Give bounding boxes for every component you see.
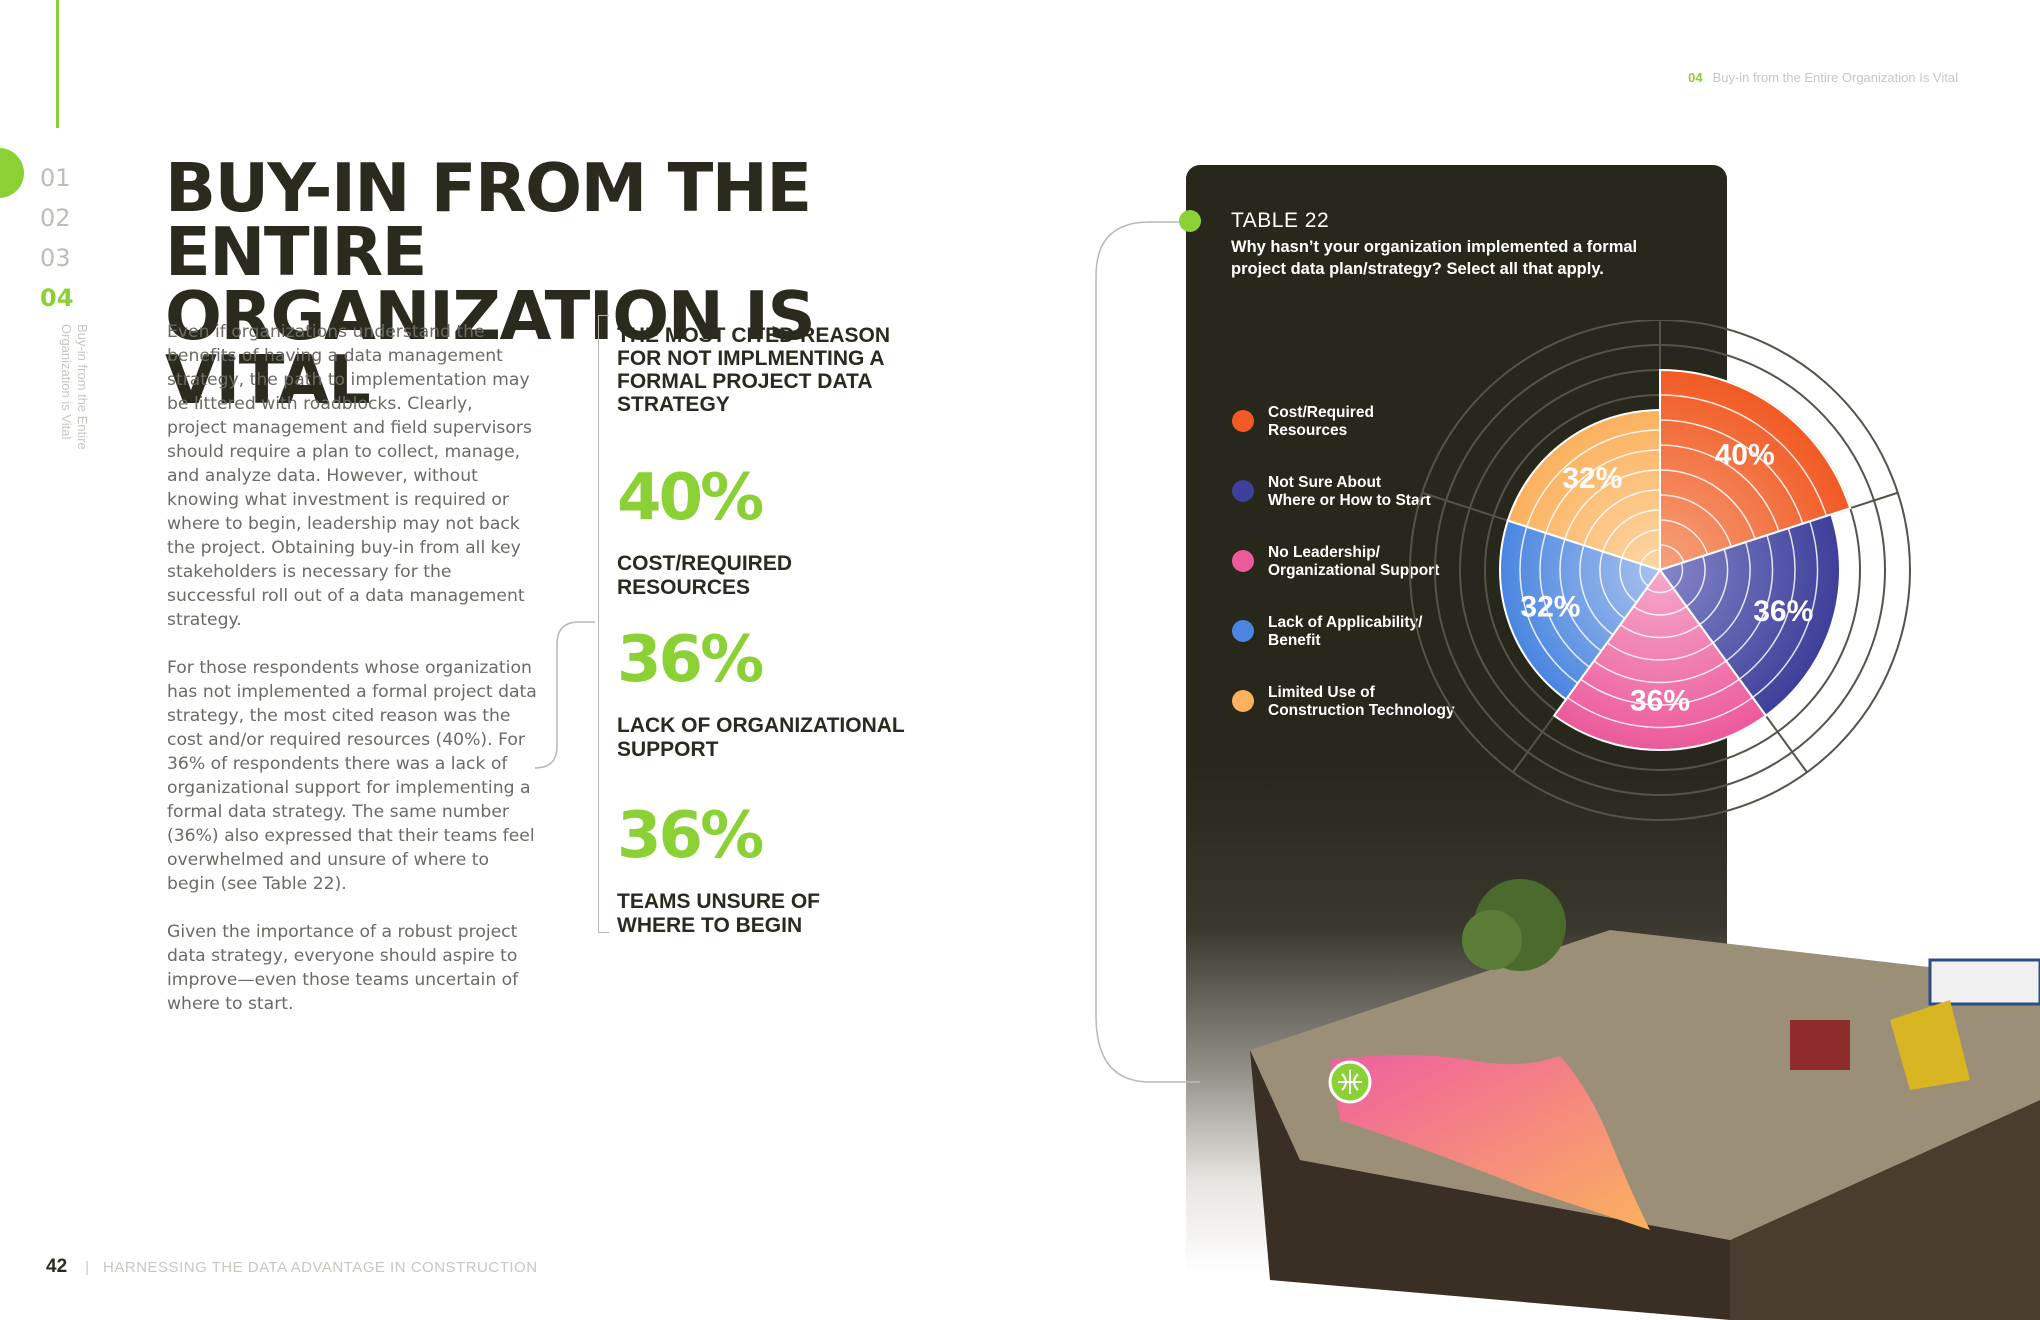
slice-data-label: 40% bbox=[1715, 439, 1775, 472]
table-label: TABLE 22 bbox=[1231, 209, 1330, 232]
slice-ring bbox=[1659, 419, 1804, 524]
legend-swatch bbox=[1232, 410, 1254, 432]
chart-slice bbox=[1506, 408, 1661, 572]
stat-label: COST/REQUIRED RESOURCES bbox=[617, 552, 793, 599]
table-header: TABLE 22 Why hasn’t your organization im… bbox=[1231, 208, 1691, 280]
nav-item-04[interactable]: 04 bbox=[40, 284, 74, 312]
slice-ring bbox=[1659, 444, 1780, 532]
slice-ring bbox=[1712, 541, 1751, 644]
slice-ring bbox=[1621, 529, 1661, 558]
slice-ring bbox=[1579, 545, 1614, 636]
slice-ring bbox=[1593, 660, 1727, 684]
page-title-line-1: BUY-IN FROM THE ENTIRE bbox=[165, 149, 812, 291]
slice-data-label: 32% bbox=[1562, 462, 1622, 495]
slice-ring bbox=[1559, 538, 1602, 652]
stat-unsure: 36% TEAMS UNSURE OF WHERE TO BEGIN bbox=[617, 804, 820, 938]
body-paragraph-2: For those respondents whose organization… bbox=[167, 658, 537, 894]
stats-heading: THE MOST CITED REASON FOR NOT IMPLMENTIN… bbox=[617, 324, 891, 416]
table-connector-line bbox=[1095, 221, 1200, 1083]
slice-ring bbox=[1738, 528, 1796, 680]
legend-swatch bbox=[1232, 550, 1254, 572]
polar-area-chart: 40% 36% 36% 32% 32% bbox=[1409, 320, 1911, 821]
page-number: 42 bbox=[46, 1256, 68, 1277]
slice-ring bbox=[1725, 535, 1774, 662]
slice-ring bbox=[1640, 549, 1661, 565]
legend-swatch bbox=[1232, 480, 1254, 502]
slice-ring bbox=[1580, 678, 1740, 706]
slice-ring bbox=[1659, 494, 1733, 548]
stat-label: LACK OF ORGANIZATIONAL SUPPORT bbox=[617, 714, 905, 761]
slice-ring bbox=[1519, 526, 1579, 684]
accent-rule bbox=[56, 0, 59, 128]
publication-title: HARNESSING THE DATA ADVANTAGE IN CONSTRU… bbox=[103, 1259, 538, 1276]
slice-ring bbox=[1545, 449, 1661, 534]
slice-ring bbox=[1619, 624, 1701, 639]
legend-label: Cost/Required Resources bbox=[1268, 404, 1374, 439]
table-bullet bbox=[1179, 210, 1201, 232]
stats-bracket bbox=[598, 315, 609, 933]
nav-item-02[interactable]: 02 bbox=[40, 204, 71, 232]
page-title-line-2: ORGANIZATION IS VITAL bbox=[165, 277, 816, 419]
slice-ring bbox=[1672, 562, 1684, 589]
body-copy: Even if organizations understand the ben… bbox=[167, 320, 537, 1040]
slice-ring bbox=[1599, 551, 1626, 620]
slice-ring bbox=[1566, 696, 1754, 729]
slice-ring bbox=[1633, 605, 1687, 616]
legend-label: Lack of Applicability/Benefit bbox=[1268, 614, 1423, 649]
body-paragraph-3: Given the importance of a robust project… bbox=[167, 922, 519, 1014]
stat-org-support: 36% LACK OF ORGANIZATIONAL SUPPORT bbox=[617, 628, 905, 762]
slice-ring bbox=[1619, 557, 1637, 603]
slice-ring bbox=[1564, 469, 1661, 540]
stat-value: 36% bbox=[617, 623, 764, 697]
slice-ring bbox=[1646, 587, 1674, 594]
footer-separator: | bbox=[85, 1259, 90, 1276]
table-question: Why hasn’t your organization implemented… bbox=[1231, 238, 1638, 278]
body-paragraph-1: Even if organizations understand the ben… bbox=[167, 322, 532, 630]
running-header: 04 Buy-in from the Entire Organization Is… bbox=[1688, 70, 1958, 85]
section-nav: 01 02 03 04 bbox=[40, 158, 80, 318]
slice-data-label: 32% bbox=[1520, 591, 1580, 624]
legend-label: No Leadership/Organizational Support bbox=[1268, 544, 1440, 579]
legend-swatch bbox=[1232, 690, 1254, 712]
active-section-marker bbox=[0, 148, 24, 198]
nav-item-03[interactable]: 03 bbox=[40, 244, 71, 272]
construction-site-illustration bbox=[1250, 879, 2040, 1320]
slice-data-label: 36% bbox=[1753, 595, 1813, 628]
slice-ring bbox=[1602, 509, 1661, 552]
chart-ring bbox=[1409, 320, 1911, 821]
stat-cost: 40% COST/REQUIRED RESOURCES bbox=[617, 466, 792, 600]
slice-ring bbox=[1583, 489, 1661, 546]
slice-ring bbox=[1639, 563, 1649, 587]
slice-data-label: 36% bbox=[1630, 685, 1690, 718]
stat-value: 36% bbox=[617, 799, 764, 873]
stat-value: 40% bbox=[617, 461, 764, 535]
legend-swatch bbox=[1232, 620, 1254, 642]
page-footer: 42 | HARNESSING THE DATA ADVANTAGE IN CONS… bbox=[46, 1256, 538, 1278]
legend-label: Not Sure About Where or How to Start bbox=[1268, 474, 1431, 509]
page-title: BUY-IN FROM THE ENTIRE ORGANIZATION IS V… bbox=[165, 155, 985, 414]
chart-slice bbox=[1659, 368, 1852, 572]
slice-ring bbox=[1699, 548, 1729, 626]
slice-ring bbox=[1659, 519, 1709, 555]
nav-section-title: Buy-in from the Entire Organization is V… bbox=[59, 324, 90, 450]
slice-ring bbox=[1659, 469, 1756, 540]
stat-label: TEAMS UNSURE OF WHERE TO BEGIN bbox=[617, 890, 821, 937]
slice-ring bbox=[1686, 555, 1706, 608]
slice-ring bbox=[1539, 532, 1590, 668]
slice-ring bbox=[1752, 521, 1819, 699]
slice-ring bbox=[1526, 429, 1661, 527]
running-header-text: Buy-in from the Entire Organization Is V… bbox=[1712, 70, 1958, 85]
slice-ring bbox=[1659, 544, 1685, 563]
slice-ring bbox=[1606, 642, 1714, 661]
slice-ring bbox=[1659, 394, 1828, 517]
callout-connector bbox=[535, 621, 595, 769]
stats-callout: THE MOST CITED REASON FOR NOT IMPLMENTIN… bbox=[617, 324, 917, 937]
nav-item-01[interactable]: 01 bbox=[40, 164, 71, 192]
legend-label: Limited Use of Construction Technology bbox=[1268, 684, 1455, 719]
running-header-number: 04 bbox=[1688, 70, 1703, 85]
